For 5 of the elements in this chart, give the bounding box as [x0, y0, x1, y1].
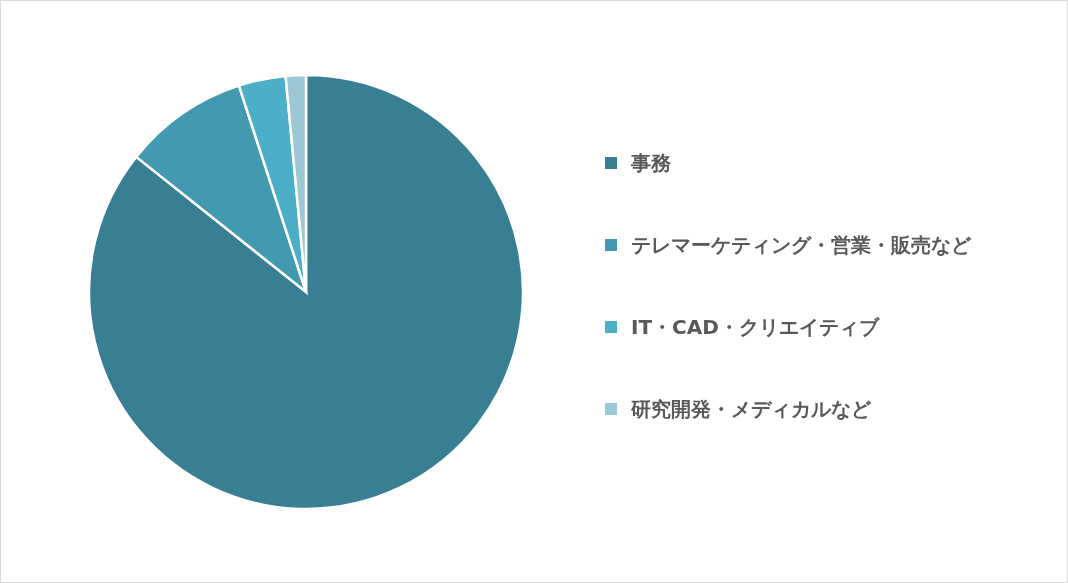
legend-label: テレマーケティング・営業・販売など	[631, 233, 972, 257]
pie-slice	[87, 73, 525, 510]
legend-label: 事務	[630, 151, 671, 175]
legend-label: IT・CAD・クリエイティブ	[631, 315, 880, 339]
legend-label: 研究開発・メディカルなど	[630, 397, 872, 421]
